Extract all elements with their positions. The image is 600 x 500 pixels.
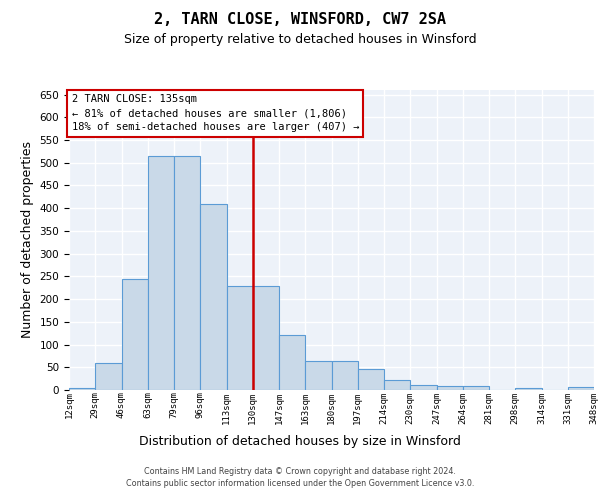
Text: 2, TARN CLOSE, WINSFORD, CW7 2SA: 2, TARN CLOSE, WINSFORD, CW7 2SA bbox=[154, 12, 446, 28]
Bar bbox=[253, 286, 279, 390]
Y-axis label: Number of detached properties: Number of detached properties bbox=[21, 142, 34, 338]
Text: Size of property relative to detached houses in Winsford: Size of property relative to detached ho… bbox=[124, 32, 476, 46]
Bar bbox=[148, 156, 174, 390]
Text: Distribution of detached houses by size in Winsford: Distribution of detached houses by size … bbox=[139, 435, 461, 448]
Bar bbox=[331, 362, 358, 390]
Bar bbox=[463, 386, 489, 390]
Bar bbox=[305, 362, 331, 390]
Text: 2 TARN CLOSE: 135sqm
← 81% of detached houses are smaller (1,806)
18% of semi-de: 2 TARN CLOSE: 135sqm ← 81% of detached h… bbox=[71, 94, 359, 132]
Bar bbox=[174, 156, 200, 390]
Bar bbox=[358, 369, 384, 390]
Bar bbox=[121, 278, 148, 390]
Bar bbox=[568, 387, 594, 390]
Bar bbox=[279, 336, 305, 390]
Bar bbox=[227, 286, 253, 390]
Bar bbox=[200, 204, 227, 390]
Bar bbox=[437, 386, 463, 390]
Bar bbox=[515, 388, 542, 390]
Bar bbox=[384, 380, 410, 390]
Bar bbox=[410, 384, 437, 390]
Text: Contains HM Land Registry data © Crown copyright and database right 2024.
Contai: Contains HM Land Registry data © Crown c… bbox=[126, 466, 474, 487]
Bar bbox=[69, 388, 95, 390]
Bar bbox=[95, 362, 121, 390]
